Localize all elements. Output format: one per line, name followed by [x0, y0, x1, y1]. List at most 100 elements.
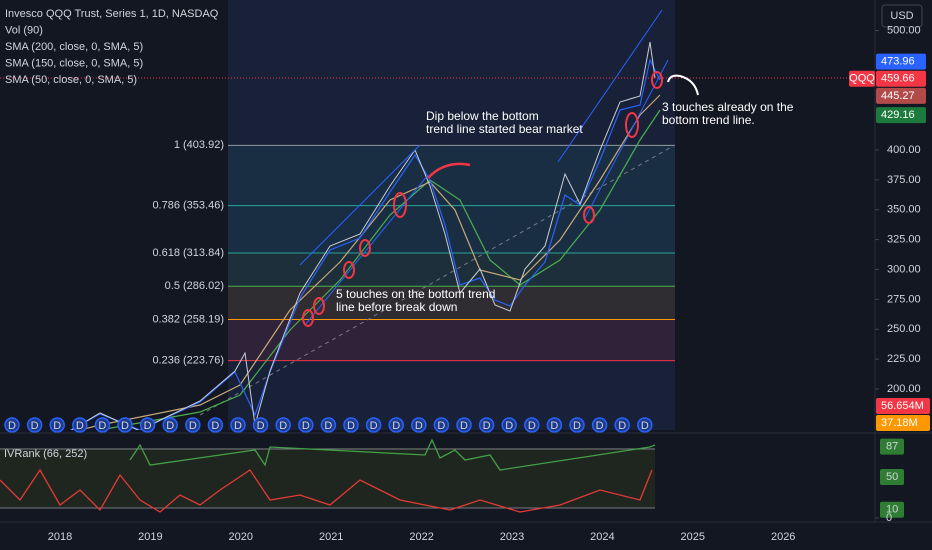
dividend-icon — [139, 417, 156, 433]
dividend-label: D — [460, 420, 468, 432]
symbol-tag-label: QQQ — [849, 73, 875, 85]
price-tick-label: 325.00 — [887, 234, 921, 246]
dividend-icon — [591, 417, 608, 433]
legend-line: SMA (50, close, 0, SMA, 5) — [5, 74, 137, 86]
fib-label: 0.5 (286.02) — [165, 280, 224, 292]
fib-label: 0.618 (313.84) — [152, 247, 224, 259]
price-tag-label: 459.66 — [881, 73, 915, 85]
price-tick-label: 250.00 — [887, 323, 921, 335]
currency[interactable]: USD — [890, 10, 913, 22]
dividend-label: D — [392, 420, 400, 432]
dividend-icon — [230, 417, 246, 433]
legend-line: Vol (90) — [5, 24, 43, 36]
currency-button[interactable] — [881, 4, 923, 28]
range-highlight — [228, 0, 675, 430]
dividend-label: D — [121, 420, 129, 432]
price-line — [70, 41, 656, 430]
iv-tag — [880, 501, 904, 518]
price-tag-label: 473.96 — [881, 56, 915, 68]
volume-tag — [876, 398, 930, 414]
volume-tag-label: 37.18M — [881, 417, 918, 429]
iv-tick-label: 87 — [886, 441, 898, 453]
dividend-label: D — [31, 420, 39, 432]
dividend-icon — [49, 417, 65, 433]
time-tick-label: 2018 — [48, 531, 72, 543]
time-tick-label: 2022 — [409, 531, 433, 543]
time-tick-label: 2019 — [138, 531, 162, 543]
time-tick-label: 2021 — [319, 531, 343, 543]
fib-label: 0.786 (353.46) — [152, 200, 224, 212]
dividend-label: D — [211, 420, 219, 432]
iv-title: IVRank (66, 252) — [4, 448, 87, 460]
dividend-icon — [94, 417, 111, 433]
price-tick-label: 400.00 — [887, 144, 921, 156]
legend: Invesco QQQ Trust, Series 1, 1D, NASDAQ V… — [5, 8, 219, 86]
dividend-icon — [4, 417, 20, 433]
price-tag — [876, 70, 926, 87]
dividend-label: D — [189, 420, 197, 432]
annotation: 3 touches already on the — [662, 100, 794, 114]
dividend-icon — [252, 417, 269, 433]
dividend-label: D — [550, 420, 558, 432]
dividend-icon — [185, 417, 201, 433]
dividend-label: D — [257, 420, 265, 432]
legend-line: SMA (150, close, 0, SMA, 5) — [5, 57, 143, 69]
dividend-label: D — [370, 420, 378, 432]
time-tick-label: 2020 — [229, 531, 253, 543]
iv-tag — [880, 438, 904, 455]
price-tag — [876, 87, 926, 104]
fib-label: 0.236 (223.76) — [152, 355, 224, 367]
dividend-icon — [433, 417, 450, 433]
dividend-label: D — [144, 420, 152, 432]
dividend-label: D — [483, 420, 491, 432]
dividend-icon — [207, 417, 224, 433]
price-tag — [876, 107, 926, 124]
lower-channel — [304, 174, 429, 326]
dividend-label: D — [415, 420, 423, 432]
iv-tick-label: 0 — [886, 512, 892, 524]
iv-tick-label: 50 — [886, 471, 898, 483]
fib-band — [228, 205, 675, 253]
dividend-label: D — [641, 420, 649, 432]
fib-band — [228, 145, 675, 206]
dividend-icon — [298, 417, 314, 433]
annotation: 5 touches on the bottom trend — [336, 287, 495, 301]
iv-rank-high — [129, 438, 656, 471]
arrow — [427, 162, 471, 179]
iv-rank-low — [0, 468, 653, 513]
symbol-tag — [849, 70, 875, 87]
price-pane — [0, 9, 875, 430]
iv-tag — [880, 469, 904, 485]
dividend-label: D — [8, 420, 16, 432]
dividend-icon — [26, 417, 43, 433]
iv-tick-label: 10 — [886, 504, 898, 516]
annotation: trend line started bear market — [426, 122, 583, 136]
legend-line: SMA (200, close, 0, SMA, 5) — [5, 41, 143, 53]
fib-label: 0.382 (258.19) — [152, 313, 224, 325]
dashed-trend — [199, 144, 676, 416]
volume-tag-label: 56.654M — [881, 400, 924, 412]
price-tag-label: 429.16 — [881, 109, 915, 121]
dividend-icon — [614, 417, 630, 433]
dividend-label: D — [324, 420, 332, 432]
annotation: Dip below the bottom — [426, 109, 539, 123]
price-tag — [876, 53, 926, 70]
time-tick-label: 2026 — [771, 531, 795, 543]
upper-channel — [557, 9, 663, 163]
dividend-icon — [388, 417, 404, 433]
time-tick-label: 2025 — [681, 531, 705, 543]
fib-label: 1 (403.92) — [174, 139, 224, 151]
dividend-label: D — [302, 420, 310, 432]
dividend-label: D — [279, 420, 287, 432]
annotation: line before break down — [336, 300, 457, 314]
arrow — [667, 74, 699, 96]
axes: 200.00 225.00 250.00 275.00 300.00 325.00 350.… — [48, 24, 930, 543]
dividend-icon — [72, 417, 88, 433]
dividend-label: D — [437, 420, 445, 432]
dividend-label: D — [505, 420, 513, 432]
fib-band — [228, 286, 675, 320]
time-tick-label: 2024 — [590, 531, 614, 543]
time-tick-label: 2023 — [500, 531, 524, 543]
